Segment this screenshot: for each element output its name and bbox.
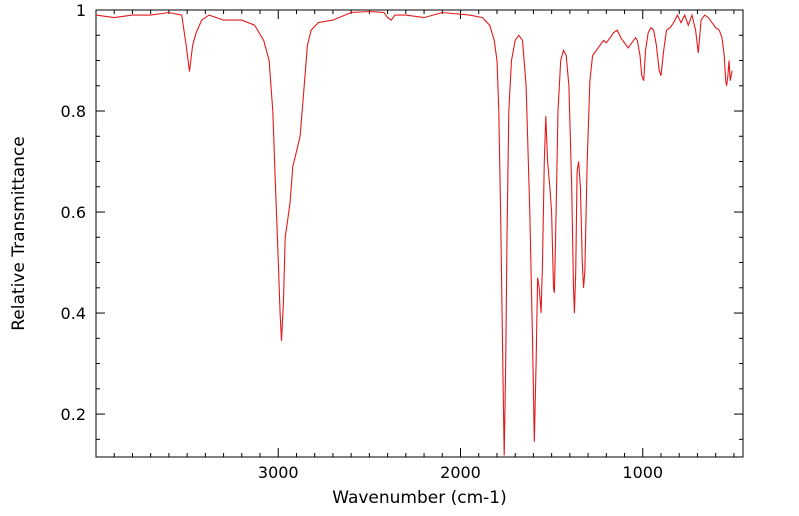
x-axis-title: Wavenumber (cm-1) bbox=[332, 488, 507, 508]
axis-tick-labels: 3000 2000 1000 0.2 0.4 0.6 0.8 1 bbox=[61, 1, 664, 482]
y-tick-label: 1 bbox=[76, 1, 86, 20]
y-tick-label: 0.6 bbox=[61, 203, 86, 222]
x-tick-label: 2000 bbox=[440, 463, 481, 482]
spectrum-line bbox=[95, 10, 733, 456]
axis-ticks bbox=[96, 9, 743, 457]
y-tick-label: 0.4 bbox=[61, 304, 86, 323]
x-tick-label: 3000 bbox=[258, 463, 299, 482]
y-axis-title: Relative Transmittance bbox=[9, 136, 29, 331]
y-tick-label: 0.8 bbox=[61, 102, 86, 121]
y-tick-label: 0.2 bbox=[61, 405, 86, 424]
x-tick-label: 1000 bbox=[622, 463, 663, 482]
plot-area-frame bbox=[95, 9, 744, 458]
